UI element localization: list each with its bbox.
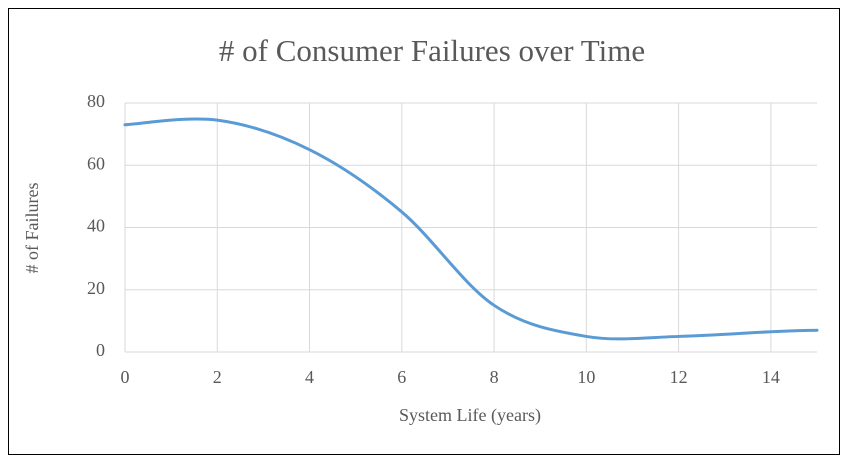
y-tick-label: 60 (87, 153, 105, 173)
x-tick-label: 6 (397, 367, 406, 387)
y-axis-label: # of Failures (22, 183, 42, 274)
line-series (123, 117, 819, 341)
chart-title: # of Consumer Failures over Time (219, 33, 645, 68)
x-tick-label: 10 (577, 367, 595, 387)
y-tick-label: 20 (87, 278, 105, 298)
x-tick-label: 4 (305, 367, 314, 387)
x-tick-label: 14 (762, 367, 780, 387)
x-tick-label: 12 (670, 367, 688, 387)
x-tick-label: 2 (213, 367, 222, 387)
chart-border (8, 8, 840, 455)
x-tick-label: 0 (121, 367, 130, 387)
x-axis-label: System Life (years) (399, 405, 541, 426)
y-tick-label: 40 (87, 216, 105, 236)
y-tick-label: 80 (87, 91, 105, 111)
x-tick-label: 8 (490, 367, 499, 387)
y-tick-label: 0 (96, 340, 105, 360)
